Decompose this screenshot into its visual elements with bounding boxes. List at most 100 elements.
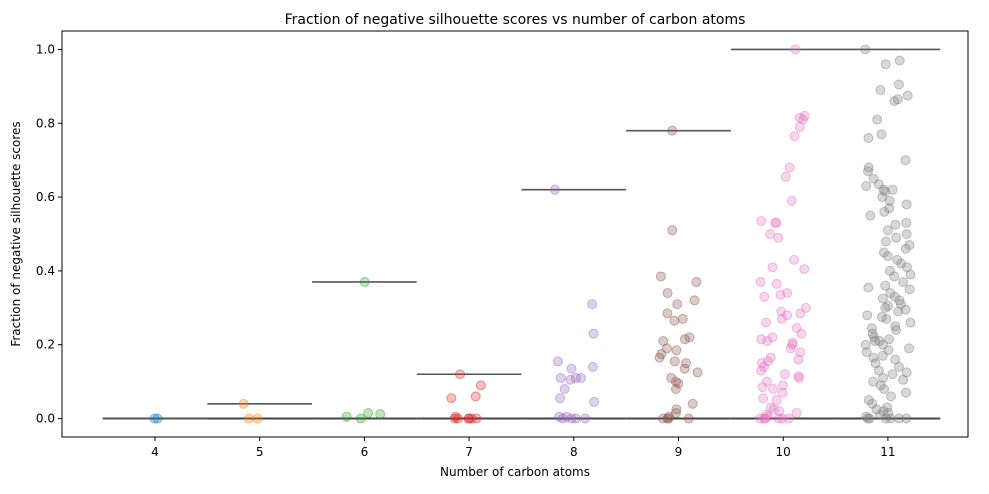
y-axis-label: Fraction of negative silhouette scores — [9, 121, 23, 346]
data-point-10 — [776, 313, 787, 324]
data-point-10 — [756, 358, 767, 369]
data-point-11 — [872, 114, 883, 125]
data-point-8 — [557, 413, 568, 424]
data-point-10 — [794, 112, 805, 123]
data-point-11 — [865, 210, 876, 221]
data-point-11 — [863, 162, 874, 173]
data-point-8 — [549, 184, 560, 195]
data-point-9 — [670, 376, 681, 387]
data-point-11 — [885, 413, 896, 424]
data-point-11 — [861, 347, 872, 358]
data-point-11 — [893, 361, 904, 372]
data-point-11 — [904, 343, 915, 354]
data-point-10 — [780, 171, 791, 182]
data-point-11 — [901, 199, 912, 210]
data-point-10 — [759, 291, 770, 302]
data-point-11 — [875, 409, 886, 420]
data-point-10 — [768, 404, 779, 415]
data-point-10 — [767, 332, 778, 343]
data-point-11 — [883, 408, 894, 419]
data-point-11 — [890, 219, 901, 230]
data-point-7 — [463, 413, 474, 424]
x-tick-label: 4 — [151, 445, 159, 459]
data-point-11 — [861, 411, 872, 422]
data-point-9 — [662, 413, 673, 424]
data-point-7 — [446, 393, 457, 404]
data-point-11 — [894, 413, 905, 424]
data-point-9 — [692, 367, 703, 378]
data-point-11 — [879, 206, 890, 217]
data-point-10 — [786, 195, 797, 206]
data-point-11 — [867, 398, 878, 409]
data-point-9 — [671, 404, 682, 415]
data-point-6 — [355, 413, 366, 424]
x-axis-label: Number of carbon atoms — [440, 465, 590, 479]
data-point-11 — [878, 372, 889, 383]
data-point-11 — [877, 339, 888, 350]
data-point-9 — [669, 356, 680, 367]
data-point-11 — [875, 85, 886, 96]
data-point-11 — [901, 367, 912, 378]
data-point-11 — [869, 332, 880, 343]
data-point-9 — [687, 398, 698, 409]
data-point-10 — [767, 262, 778, 273]
data-point-10 — [765, 352, 776, 363]
data-point-10 — [799, 264, 810, 275]
data-point-8 — [552, 356, 563, 367]
data-point-8 — [555, 372, 566, 383]
data-point-9 — [662, 308, 673, 319]
data-point-9 — [669, 315, 680, 326]
data-point-10 — [775, 289, 786, 300]
data-point-10 — [771, 395, 782, 406]
data-point-9 — [654, 352, 665, 363]
y-tick-label: 1.0 — [36, 42, 55, 56]
data-point-4 — [149, 413, 160, 424]
data-point-10 — [785, 343, 796, 354]
data-point-8 — [570, 413, 581, 424]
data-point-7 — [464, 413, 475, 424]
data-point-7 — [466, 413, 477, 424]
data-point-11 — [863, 166, 874, 177]
data-point-10 — [758, 393, 769, 404]
data-point-11 — [901, 217, 912, 228]
data-point-9 — [663, 411, 674, 422]
data-point-11 — [905, 269, 916, 280]
data-point-9 — [658, 413, 669, 424]
data-point-10 — [771, 217, 782, 228]
data-point-10 — [770, 217, 781, 228]
y-tick-label: 0.4 — [36, 264, 55, 278]
x-tick-label: 9 — [675, 445, 683, 459]
data-point-11 — [884, 334, 895, 345]
data-point-10 — [771, 278, 782, 289]
x-tick-label: 7 — [465, 445, 473, 459]
data-point-11 — [901, 229, 912, 239]
data-point-11 — [878, 406, 889, 417]
data-point-10 — [791, 408, 802, 419]
data-point-11 — [894, 55, 905, 66]
data-point-11 — [889, 291, 900, 302]
data-point-9 — [677, 313, 688, 324]
data-point-11 — [881, 313, 892, 324]
data-point-11 — [877, 293, 888, 304]
data-point-8 — [566, 413, 577, 424]
data-point-11 — [889, 271, 900, 282]
data-point-9 — [656, 348, 667, 359]
data-point-10 — [758, 361, 769, 372]
data-point-11 — [901, 413, 912, 424]
data-point-9 — [670, 384, 681, 395]
data-point-11 — [870, 336, 881, 347]
data-point-9 — [679, 334, 690, 345]
data-point-10 — [756, 334, 767, 345]
data-point-10 — [794, 121, 805, 132]
data-point-7 — [455, 369, 466, 380]
data-point-10 — [773, 232, 784, 243]
data-point-10 — [762, 356, 773, 367]
data-point-9 — [662, 288, 673, 299]
data-point-11 — [898, 374, 909, 385]
data-point-11 — [883, 345, 894, 356]
data-point-11 — [877, 350, 888, 361]
data-point-11 — [891, 232, 902, 243]
data-point-11 — [880, 280, 891, 291]
data-point-11 — [873, 179, 884, 190]
